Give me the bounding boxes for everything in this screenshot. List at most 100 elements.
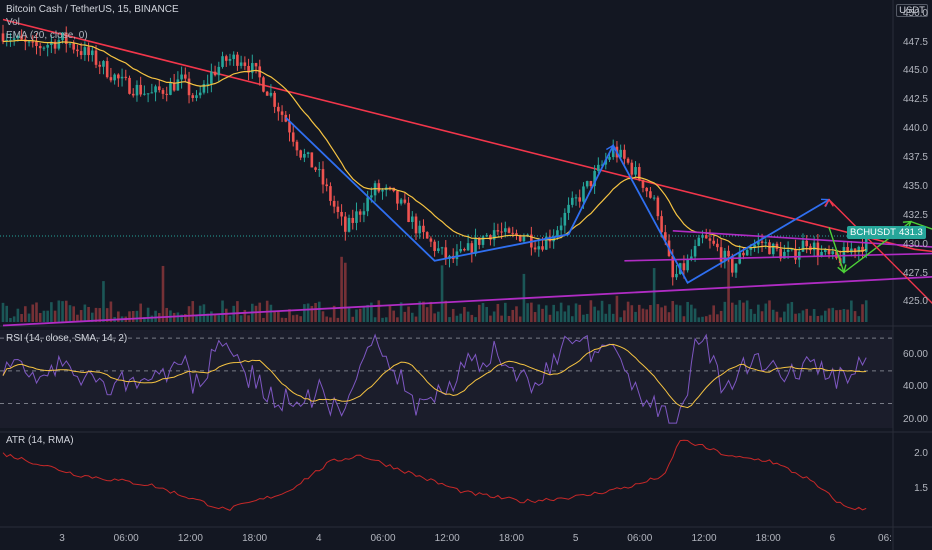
red-arrowhead bbox=[824, 198, 834, 207]
volume-bar bbox=[790, 302, 794, 322]
price-tick-label: 450.0 bbox=[902, 7, 928, 19]
candle-body bbox=[165, 93, 169, 95]
symbol-title[interactable]: Bitcoin Cash / TetherUS, 15, BINANCE bbox=[6, 4, 179, 15]
volume-bar bbox=[719, 310, 723, 322]
candle-body bbox=[864, 236, 868, 252]
volume-bar bbox=[418, 301, 422, 322]
candle-body bbox=[351, 217, 355, 223]
atr-pane bbox=[2, 439, 867, 511]
volume-bar bbox=[277, 311, 280, 322]
volume-bar bbox=[165, 307, 169, 322]
candle-body bbox=[180, 74, 183, 80]
time-tick-label: 18:00 bbox=[242, 533, 268, 544]
candle-body bbox=[198, 92, 202, 96]
candle-body bbox=[258, 66, 262, 78]
volume-bar bbox=[712, 305, 715, 322]
candle-body bbox=[682, 263, 686, 271]
candle-body bbox=[76, 49, 79, 52]
candle-body bbox=[373, 183, 377, 196]
candle-body bbox=[801, 240, 805, 252]
volume-bar bbox=[824, 310, 827, 322]
candle-body bbox=[686, 259, 689, 271]
volume-bar bbox=[358, 308, 362, 322]
volume-bar bbox=[641, 308, 645, 322]
candle-body bbox=[321, 169, 325, 185]
volume-bar bbox=[1, 302, 5, 322]
candle-body bbox=[262, 77, 265, 92]
candle-body bbox=[236, 54, 239, 66]
candle-body bbox=[723, 250, 727, 262]
volume-bar bbox=[221, 300, 224, 322]
volume-bar bbox=[730, 302, 734, 322]
candle-body bbox=[645, 187, 649, 192]
candle-body bbox=[347, 217, 351, 232]
ema-path bbox=[2, 39, 867, 253]
candle-body bbox=[734, 263, 738, 273]
atr-label[interactable]: ATR (14, RMA) bbox=[6, 435, 74, 446]
candle-body bbox=[790, 248, 794, 250]
vol-label[interactable]: Vol bbox=[6, 17, 20, 28]
candle-body bbox=[83, 47, 87, 56]
volume-bar bbox=[384, 317, 388, 322]
volume-bar bbox=[664, 305, 667, 322]
volume-bar bbox=[217, 315, 221, 322]
volume-bar bbox=[321, 311, 325, 322]
volume-bar bbox=[645, 309, 649, 322]
candle-body bbox=[232, 54, 235, 60]
candle-body bbox=[716, 243, 719, 248]
atr-tick-label: 1.5 bbox=[914, 482, 928, 494]
candle-body bbox=[786, 249, 790, 252]
volume-bar bbox=[280, 317, 284, 322]
volume-bar bbox=[771, 309, 775, 322]
volume-bar bbox=[623, 310, 626, 322]
candle-body bbox=[414, 216, 418, 234]
volume-bar bbox=[783, 311, 786, 322]
price-tick-label: 445.0 bbox=[902, 65, 928, 77]
volume-bar bbox=[76, 314, 79, 322]
candle-body bbox=[574, 197, 578, 199]
candle-body bbox=[68, 43, 72, 45]
candle-body bbox=[195, 95, 198, 98]
volume-bar bbox=[91, 312, 94, 322]
candle-body bbox=[239, 62, 243, 66]
time-tick-label: 12:00 bbox=[177, 533, 203, 544]
volume-bar bbox=[693, 308, 697, 322]
candle-body bbox=[704, 235, 708, 239]
candle-body bbox=[291, 132, 295, 142]
candle-body bbox=[143, 93, 146, 95]
candle-body bbox=[418, 225, 422, 234]
candle-body bbox=[630, 162, 634, 175]
volume-bar bbox=[775, 311, 779, 322]
volume-bar bbox=[492, 311, 496, 322]
volume-bar bbox=[306, 303, 310, 322]
ema-label[interactable]: EMA (20, close, 0) bbox=[6, 30, 88, 41]
candle-body bbox=[477, 237, 481, 245]
candle-body bbox=[500, 231, 503, 233]
candle-body bbox=[265, 91, 269, 96]
volume-bar bbox=[150, 315, 154, 322]
volume-bar bbox=[652, 268, 656, 322]
rsi-label[interactable]: RSI (14, close, SMA, 14, 2) bbox=[6, 333, 128, 344]
candle-body bbox=[824, 249, 827, 252]
candle-body bbox=[466, 243, 470, 251]
volume-bar bbox=[749, 309, 753, 322]
volume-bar bbox=[355, 309, 358, 322]
rsi-line bbox=[2, 333, 867, 424]
volume-bar bbox=[187, 306, 191, 322]
volume-bar bbox=[79, 310, 83, 322]
volume-bar bbox=[68, 305, 72, 322]
candle-body bbox=[693, 245, 697, 257]
candle-body bbox=[656, 197, 660, 217]
candle-body bbox=[27, 41, 31, 43]
candle-body bbox=[20, 35, 23, 40]
candle-body bbox=[344, 216, 347, 232]
volume-bar bbox=[593, 306, 596, 322]
volume-bar bbox=[459, 313, 462, 322]
volume-bar bbox=[682, 316, 686, 322]
candle-body bbox=[649, 191, 652, 198]
volume-bar bbox=[820, 315, 823, 322]
rsi-background bbox=[0, 330, 893, 428]
time-tick-label: 5 bbox=[572, 533, 579, 544]
candle-body bbox=[544, 236, 548, 250]
